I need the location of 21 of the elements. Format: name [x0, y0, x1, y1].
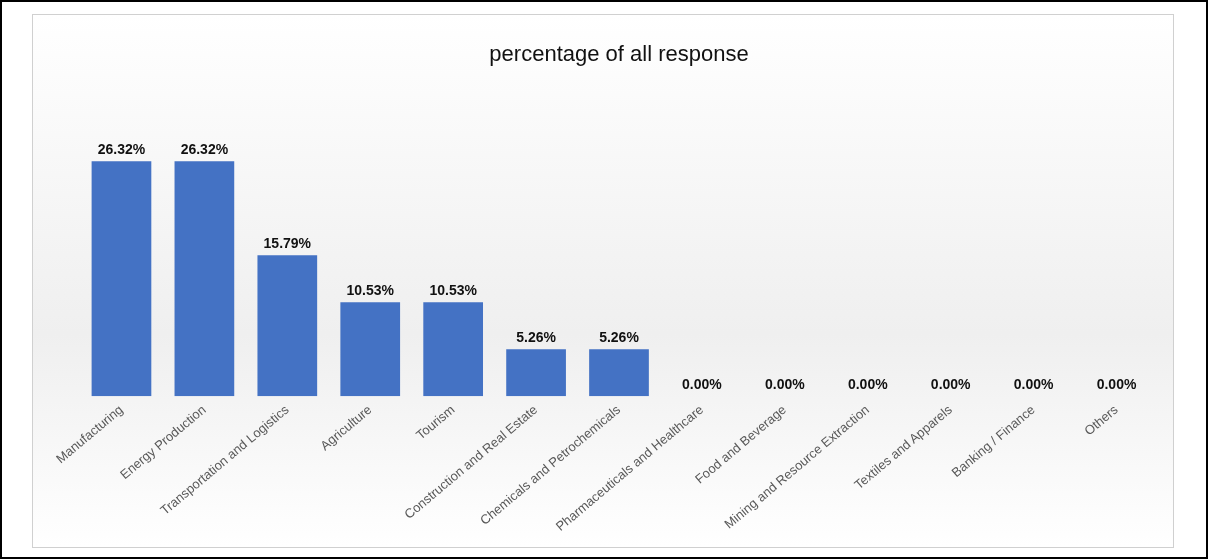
bar [257, 255, 318, 397]
data-label: 0.00% [682, 376, 723, 393]
data-label: 0.00% [847, 376, 889, 393]
bar [589, 349, 649, 397]
bar [506, 349, 566, 397]
data-label: 0.00% [1013, 376, 1055, 393]
bar [423, 302, 484, 397]
data-label: 15.79% [263, 235, 312, 252]
data-label: 10.53% [429, 282, 478, 299]
data-label: 26.32% [180, 141, 229, 158]
bar [174, 161, 235, 397]
data-label: 0.00% [1096, 376, 1137, 393]
bar [340, 302, 401, 397]
data-label: 0.00% [764, 376, 806, 393]
data-label: 5.26% [516, 329, 557, 346]
chart-title: percentage of all response [489, 41, 749, 67]
data-label: 26.32% [97, 141, 146, 158]
bar [91, 161, 152, 397]
data-label: 5.26% [599, 329, 640, 346]
data-label: 0.00% [930, 376, 972, 393]
data-label: 10.53% [346, 282, 395, 299]
